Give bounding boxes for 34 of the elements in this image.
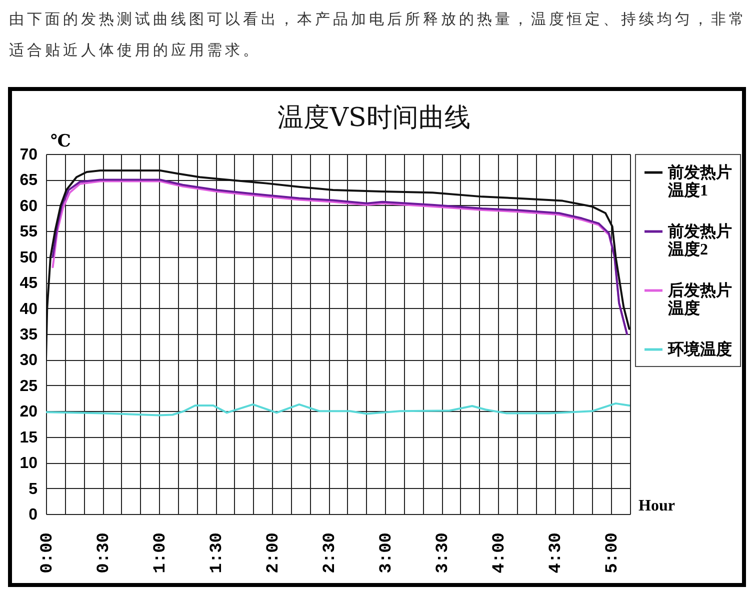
x-tick-label: 0:00: [38, 532, 58, 574]
x-tick-label: 1:30: [208, 532, 228, 574]
y-tick-label: 15: [20, 429, 38, 446]
legend-label: 后发热片温度: [667, 282, 732, 318]
chart-title: 温度VS时间曲线: [278, 103, 470, 133]
y-tick-label: 50: [20, 249, 38, 266]
y-tick-label: 10: [20, 455, 38, 472]
x-tick-label: 3:30: [434, 532, 454, 574]
y-tick-label: 70: [20, 146, 38, 164]
x-tick-label: 1:00: [152, 532, 171, 574]
y-tick-label: 20: [20, 404, 38, 421]
y-tick-label: 45: [20, 275, 38, 292]
y-tick-label: 35: [20, 326, 38, 344]
x-tick-label: 2:00: [264, 532, 284, 574]
y-tick-label: 55: [20, 224, 38, 241]
x-tick-label: 4:30: [547, 532, 566, 574]
y-tick-label: 0: [28, 506, 38, 524]
x-tick-label: 5:00: [604, 532, 623, 574]
y-tick-label: 65: [20, 172, 38, 190]
y-tick-label: 5: [28, 480, 38, 498]
legend-label: 前发热片温度2: [667, 222, 732, 258]
y-tick-label: 25: [20, 378, 38, 395]
y-tick-label: 60: [20, 198, 38, 215]
x-tick-label: 3:00: [378, 532, 397, 574]
text: 由下面的发热测试曲线图可以看出，本产品加电后所释放的热量，温度恒定、持续均匀，非常适合贴近人体使用的应用需求。: [9, 9, 748, 61]
x-axis-title: Hour: [638, 498, 675, 514]
x-tick-label: 0:30: [95, 532, 114, 574]
legend-label: 环境温度: [667, 340, 732, 358]
y-axis-title: ℃: [50, 132, 71, 152]
legend-label: 前发热片温度1: [667, 164, 732, 200]
y-tick-label: 30: [20, 352, 38, 370]
x-tick-label: 2:30: [321, 532, 340, 574]
y-tick-label: 40: [20, 300, 38, 318]
x-tick-label: 4:00: [490, 532, 510, 574]
